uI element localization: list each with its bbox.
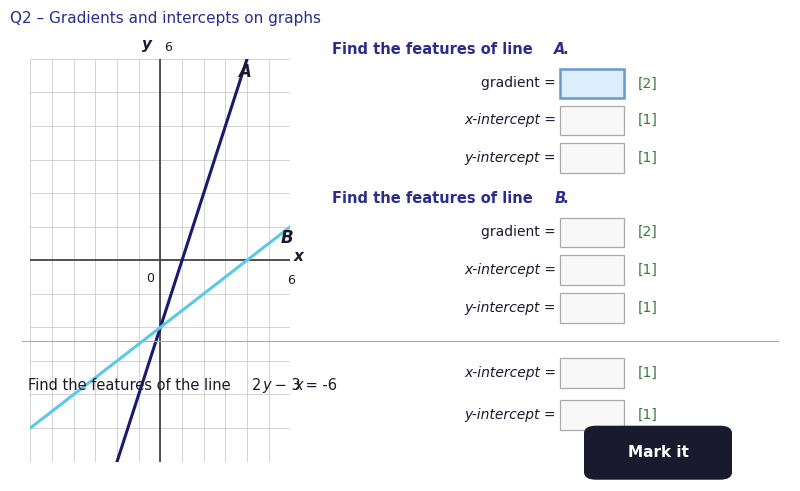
- Text: x: x: [294, 249, 303, 264]
- Text: [2]: [2]: [638, 77, 658, 90]
- Text: y: y: [262, 378, 271, 393]
- Text: y-intercept =: y-intercept =: [465, 408, 556, 422]
- Text: gradient =: gradient =: [482, 77, 556, 90]
- Text: B: B: [281, 229, 294, 247]
- Text: gradient =: gradient =: [482, 225, 556, 239]
- Text: = -6: = -6: [301, 378, 337, 393]
- Text: [1]: [1]: [638, 408, 658, 422]
- Text: − 3: − 3: [270, 378, 300, 393]
- Text: A: A: [554, 42, 566, 57]
- Text: 0: 0: [146, 272, 154, 285]
- Text: [2]: [2]: [638, 225, 658, 239]
- Text: 6: 6: [164, 41, 171, 54]
- Text: x-intercept =: x-intercept =: [464, 263, 556, 277]
- Text: [1]: [1]: [638, 151, 658, 165]
- Text: y-intercept =: y-intercept =: [465, 301, 556, 315]
- Text: y: y: [142, 37, 152, 52]
- Text: Mark it: Mark it: [627, 445, 689, 460]
- Text: 2: 2: [252, 378, 262, 393]
- Text: [1]: [1]: [638, 366, 658, 380]
- Text: B: B: [554, 191, 566, 207]
- Text: .: .: [562, 191, 568, 207]
- Text: x-intercept =: x-intercept =: [464, 113, 556, 127]
- Text: 6: 6: [287, 273, 295, 287]
- Text: Q2 – Gradients and intercepts on graphs: Q2 – Gradients and intercepts on graphs: [10, 11, 321, 26]
- Text: y-intercept =: y-intercept =: [465, 151, 556, 165]
- Text: [1]: [1]: [638, 113, 658, 127]
- Text: [1]: [1]: [638, 301, 658, 315]
- Text: x: x: [294, 378, 303, 393]
- Text: [1]: [1]: [638, 263, 658, 277]
- Text: Find the features of the line: Find the features of the line: [28, 378, 235, 393]
- Text: Find the features of line: Find the features of line: [332, 191, 538, 207]
- Text: x-intercept =: x-intercept =: [464, 366, 556, 380]
- Text: Find the features of line: Find the features of line: [332, 42, 538, 57]
- Text: .: .: [562, 42, 568, 57]
- Text: A: A: [238, 63, 251, 82]
